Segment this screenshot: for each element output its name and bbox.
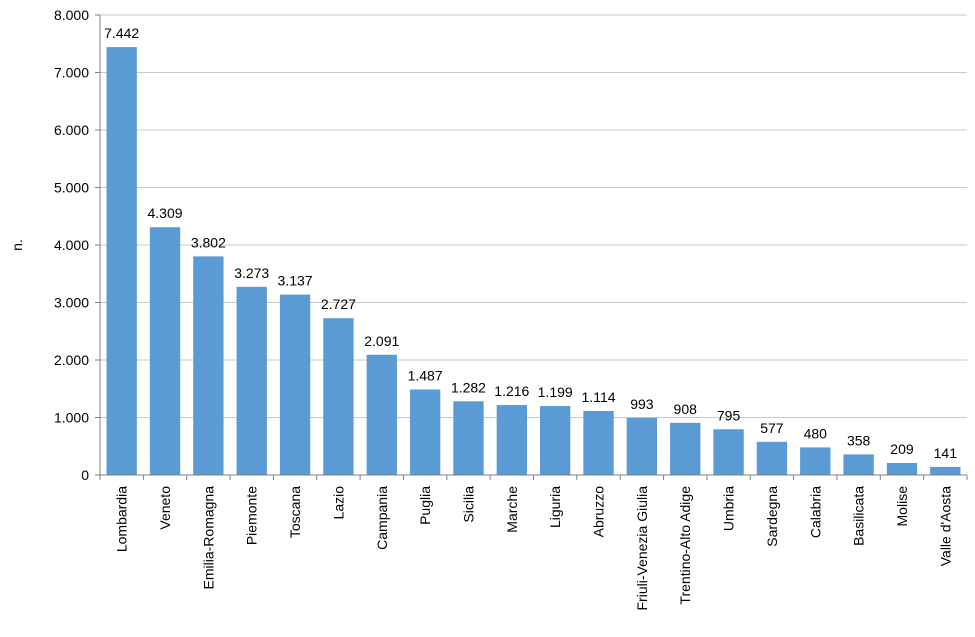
data-label: 1.199 xyxy=(538,384,573,400)
bar xyxy=(453,401,484,475)
x-tick-label: Umbria xyxy=(721,486,737,531)
bar xyxy=(583,410,614,475)
bar xyxy=(149,227,181,475)
x-tick-label: Liguria xyxy=(547,486,563,528)
data-label: 3.802 xyxy=(191,234,226,250)
data-label: 3.137 xyxy=(278,273,313,289)
data-label: 7.442 xyxy=(104,25,139,41)
bar xyxy=(193,256,224,475)
x-tick-label: Piemonte xyxy=(244,486,260,545)
axes xyxy=(95,14,968,480)
x-tick-label: Trentino-Alto Adige xyxy=(677,486,693,605)
data-label: 209 xyxy=(890,441,914,457)
bar xyxy=(279,294,311,475)
y-tick-label: 3.000 xyxy=(54,295,89,311)
data-label: 358 xyxy=(847,432,871,448)
bar xyxy=(843,454,874,475)
data-label: 1.282 xyxy=(451,379,486,395)
y-axis-label: n. xyxy=(9,239,25,251)
bars xyxy=(106,47,961,476)
bar xyxy=(323,318,354,475)
x-tick-label: Veneto xyxy=(157,486,173,530)
x-tick-label: Sardegna xyxy=(764,486,780,547)
bar xyxy=(366,354,397,475)
data-label: 4.309 xyxy=(148,205,183,221)
bar xyxy=(930,466,961,475)
bar xyxy=(409,389,441,475)
x-tick-label: Calabria xyxy=(807,486,823,538)
data-labels: 7.442 4.309 3.802 3.273 3.137 2.727 2.091 1.487… xyxy=(104,25,957,461)
data-label: 141 xyxy=(934,445,958,461)
bar xyxy=(756,441,788,475)
x-tick-label: Basilicata xyxy=(851,486,867,546)
x-tick-label: Sicilia xyxy=(460,486,476,523)
data-label: 3.273 xyxy=(234,265,269,281)
x-tick-label: Puglia xyxy=(417,486,433,525)
data-label: 1.216 xyxy=(494,383,529,399)
bar xyxy=(496,405,527,475)
y-tick-label: 7.000 xyxy=(54,65,89,81)
y-tick-label: 1.000 xyxy=(54,410,89,426)
data-label: 2.727 xyxy=(321,296,356,312)
bar xyxy=(540,406,571,475)
bar xyxy=(886,462,918,475)
data-label: 993 xyxy=(630,396,654,412)
bar xyxy=(670,422,701,475)
y-tick-label: 4.000 xyxy=(54,237,89,253)
x-tick-label: Toscana xyxy=(287,486,303,538)
x-tick-label: Campania xyxy=(374,486,390,550)
y-tick-label: 2.000 xyxy=(54,352,89,368)
x-tick-label: Marche xyxy=(504,486,520,533)
bar xyxy=(236,286,267,475)
bar xyxy=(626,417,658,475)
data-label: 908 xyxy=(674,401,698,417)
data-label: 577 xyxy=(760,420,784,436)
data-label: 795 xyxy=(717,407,741,423)
y-tick-label: 8.000 xyxy=(54,7,89,23)
x-tick-labels: Lombardia Veneto Emilia-Romagna Piemonte Tos… xyxy=(114,486,954,611)
y-tick-label: 5.000 xyxy=(54,180,89,196)
x-tick-label: Friuli-Venezia Giulia xyxy=(634,486,650,611)
bar xyxy=(713,429,744,475)
x-tick-label: Molise xyxy=(894,486,910,527)
data-label: 1.114 xyxy=(582,389,616,405)
y-tick-labels: 0 1.000 2.000 3.000 4.000 5.000 6.000 7.000 8.00… xyxy=(54,7,89,483)
x-tick-label: Lombardia xyxy=(114,486,130,552)
bar xyxy=(106,47,137,476)
data-label: 480 xyxy=(804,425,828,441)
bar xyxy=(800,447,831,475)
x-tick-label: Lazio xyxy=(330,486,346,520)
x-tick-label: Abruzzo xyxy=(591,486,607,538)
data-label: 1.487 xyxy=(408,367,443,383)
y-tick-label: 6.000 xyxy=(54,122,89,138)
data-label: 2.091 xyxy=(364,333,399,349)
gridlines xyxy=(100,14,967,418)
x-tick-label: Emilia-Romagna xyxy=(200,486,216,590)
x-tick-label: Valle d'Aosta xyxy=(937,486,953,566)
y-tick-label: 0 xyxy=(81,467,89,483)
